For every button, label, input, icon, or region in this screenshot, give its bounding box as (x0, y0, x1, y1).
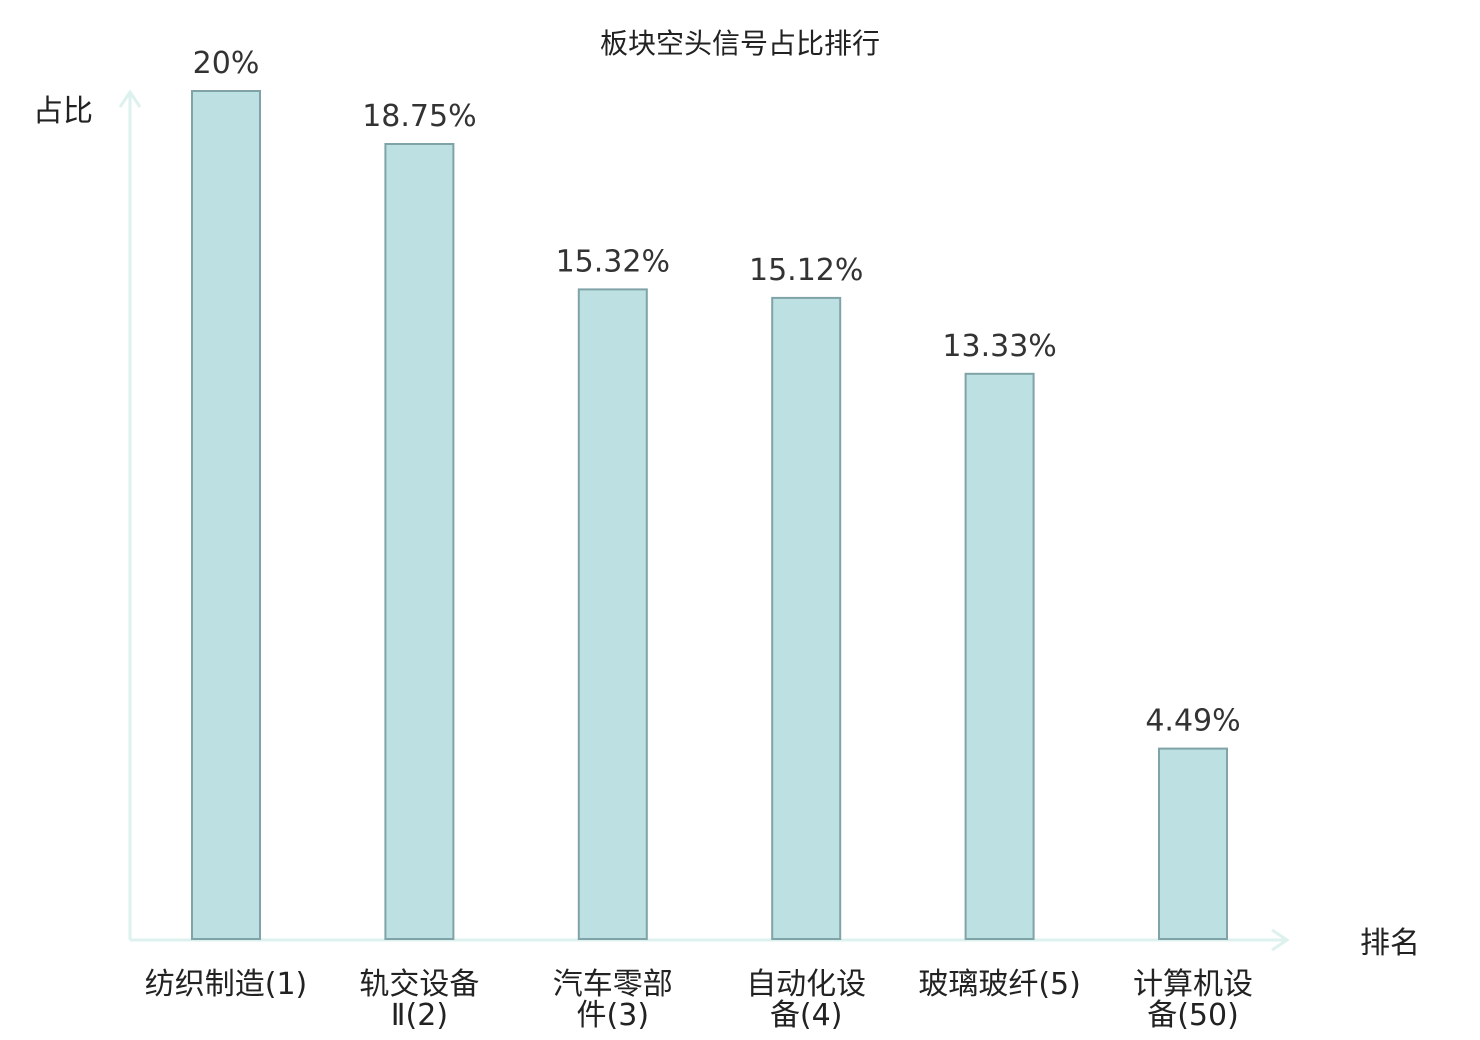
bar-value-label: 15.12% (749, 253, 863, 288)
bar (577, 288, 648, 940)
bar-value-label: 15.32% (556, 244, 670, 279)
x-tick-label: 纺织制造(1) (145, 967, 308, 1002)
x-tick-labels-group: 纺织制造(1) 轨交设备 Ⅱ(2) 汽车零部件(3) 自动化设备(4) 玻璃玻纤(5) 计算… (145, 967, 1253, 1033)
x-tick-label-line: 纺织制造(1) (145, 967, 308, 1002)
bars-group (191, 90, 1228, 940)
x-tick-label-line: 件(3) (577, 998, 650, 1033)
x-tick-label: 汽车零部件(3) (553, 967, 673, 1033)
bar-value-label: 4.49% (1145, 704, 1240, 739)
x-tick-label: 自动化设备(4) (746, 967, 866, 1033)
x-tick-label: 计算机设备(50) (1133, 967, 1253, 1033)
x-tick-label-line: 计算机设 (1133, 967, 1253, 1002)
bar (1158, 747, 1228, 940)
bar (191, 90, 261, 940)
x-tick-label: 轨交设备 Ⅱ(2) (359, 967, 479, 1033)
x-tick-label-line: 备(50) (1147, 998, 1239, 1033)
x-axis-label: 排名 (1360, 926, 1420, 961)
bar (771, 296, 842, 940)
bar-value-label: 18.75% (362, 99, 476, 134)
x-tick-label-line: 自动化设 (746, 967, 866, 1002)
x-tick-label-line: 轨交设备 (359, 967, 479, 1002)
x-axis-arrow (1271, 928, 1290, 952)
bar (964, 372, 1035, 940)
value-labels-group: 20% 18.75% 15.32% 15.12% 13.33% 4.49% (193, 46, 1241, 739)
bar-value-label: 13.33% (942, 329, 1056, 364)
y-axis-label: 占比 (33, 94, 93, 129)
bar (384, 143, 455, 940)
x-tick-label: 玻璃玻纤(5) (918, 967, 1081, 1002)
bar-value-label: 20% (193, 46, 260, 81)
chart-axes (118, 89, 1290, 952)
x-tick-label-line: 汽车零部 (553, 967, 673, 1002)
x-tick-label-line: 备(4) (770, 998, 843, 1033)
x-tick-label-line: 玻璃玻纤(5) (918, 967, 1081, 1002)
chart-title: 板块空头信号占比排行 (600, 27, 880, 60)
y-axis-arrow (118, 89, 142, 108)
x-tick-label-line: Ⅱ(2) (391, 998, 448, 1033)
